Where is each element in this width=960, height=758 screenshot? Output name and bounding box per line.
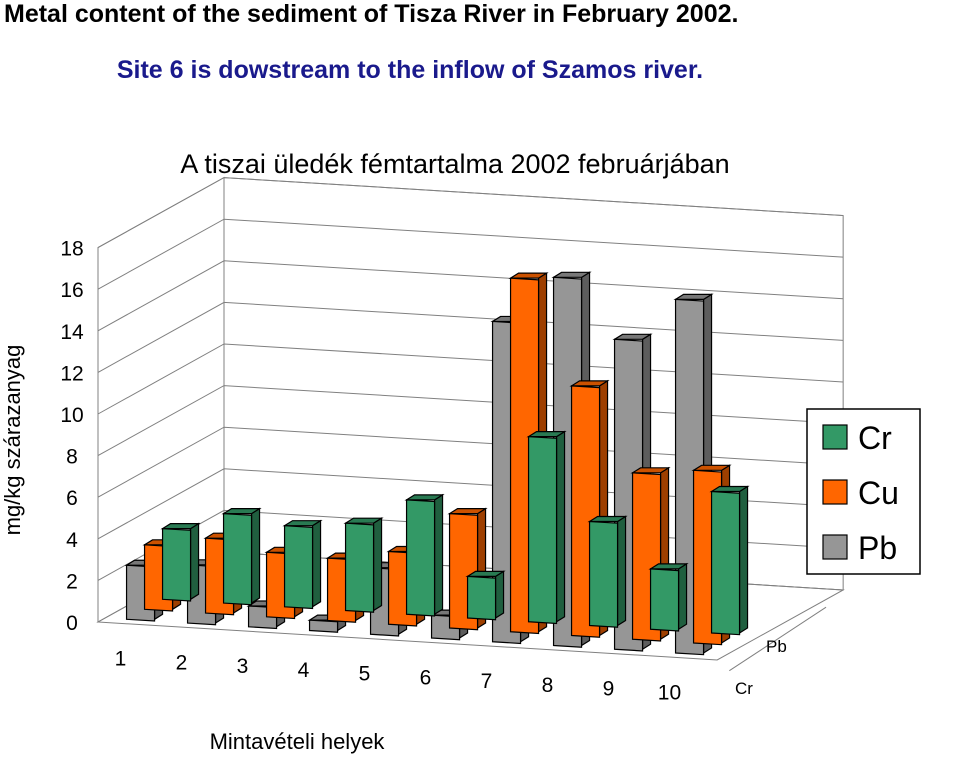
- bar-cr-2: [221, 507, 262, 606]
- legend-swatch-pb: [822, 534, 848, 560]
- depth-tick-label: Cr: [735, 679, 753, 698]
- bar-cr-10: [709, 485, 750, 636]
- bar-cr-5: [404, 493, 445, 617]
- legend-label-cr: Cr: [858, 420, 892, 456]
- y-tick-label: 12: [60, 362, 83, 385]
- bar-cr-8: [587, 515, 628, 628]
- depth-axis-ticks: Cr Pb: [729, 606, 827, 698]
- x-tick-label: 6: [420, 666, 432, 689]
- y-tick-label: 16: [60, 279, 83, 302]
- gridline: [97, 177, 844, 249]
- y-tick-label: 2: [66, 570, 78, 593]
- gridline: [97, 218, 844, 290]
- gridline: [97, 260, 844, 332]
- legend: Cr Cu Pb: [806, 408, 921, 575]
- bars-group: [124, 271, 750, 656]
- x-axis-label: Mintavételi helyek: [210, 729, 386, 754]
- y-tick-label: 14: [60, 321, 84, 344]
- bar-cr-4: [343, 517, 384, 613]
- x-tick-label: 9: [603, 678, 615, 701]
- legend-swatch-cu: [822, 479, 848, 505]
- depth-axis-line: [729, 606, 827, 672]
- legend-swatch-cr: [822, 424, 848, 450]
- bar-cr-1: [160, 522, 201, 602]
- y-tick-label: 6: [66, 487, 78, 510]
- x-tick-label: 3: [237, 655, 249, 678]
- legend-label-pb: Pb: [858, 530, 897, 566]
- bar-cr-3: [282, 519, 323, 610]
- y-tick-label: 4: [66, 529, 78, 552]
- x-tick-label: 2: [176, 651, 188, 674]
- y-axis-ticks: 0 2 4 6 8 10 12 14 16 18: [60, 238, 84, 635]
- x-tick-label: 5: [359, 663, 371, 686]
- x-tick-label: 1: [115, 648, 127, 671]
- gridline: [97, 301, 844, 373]
- y-axis-label: mg/kg szárazanyag: [0, 345, 25, 536]
- x-tick-label: 4: [298, 659, 310, 682]
- x-tick-label: 7: [481, 670, 493, 693]
- y-tick-label: 0: [66, 612, 78, 635]
- bar-cr-9: [648, 562, 689, 632]
- page-title: Metal content of the sediment of Tisza R…: [4, 0, 739, 28]
- chart-title: A tiszai üledék fémtartalma 2002 február…: [180, 149, 729, 179]
- x-tick-label: 10: [658, 681, 681, 704]
- bar-cr-7: [526, 430, 567, 625]
- x-axis-ticks: 1 2 3 4 5 6 7 8 9 10: [115, 648, 682, 705]
- y-tick-label: 10: [60, 404, 83, 427]
- bar-cr-6: [465, 570, 506, 621]
- page-subtitle: Site 6 is dowstream to the inflow of Sza…: [116, 56, 704, 84]
- y-tick-label: 8: [66, 446, 78, 469]
- depth-tick-label: Pb: [766, 637, 787, 656]
- legend-label-cu: Cu: [858, 475, 899, 511]
- x-tick-label: 8: [542, 674, 554, 697]
- y-tick-label: 18: [60, 238, 83, 261]
